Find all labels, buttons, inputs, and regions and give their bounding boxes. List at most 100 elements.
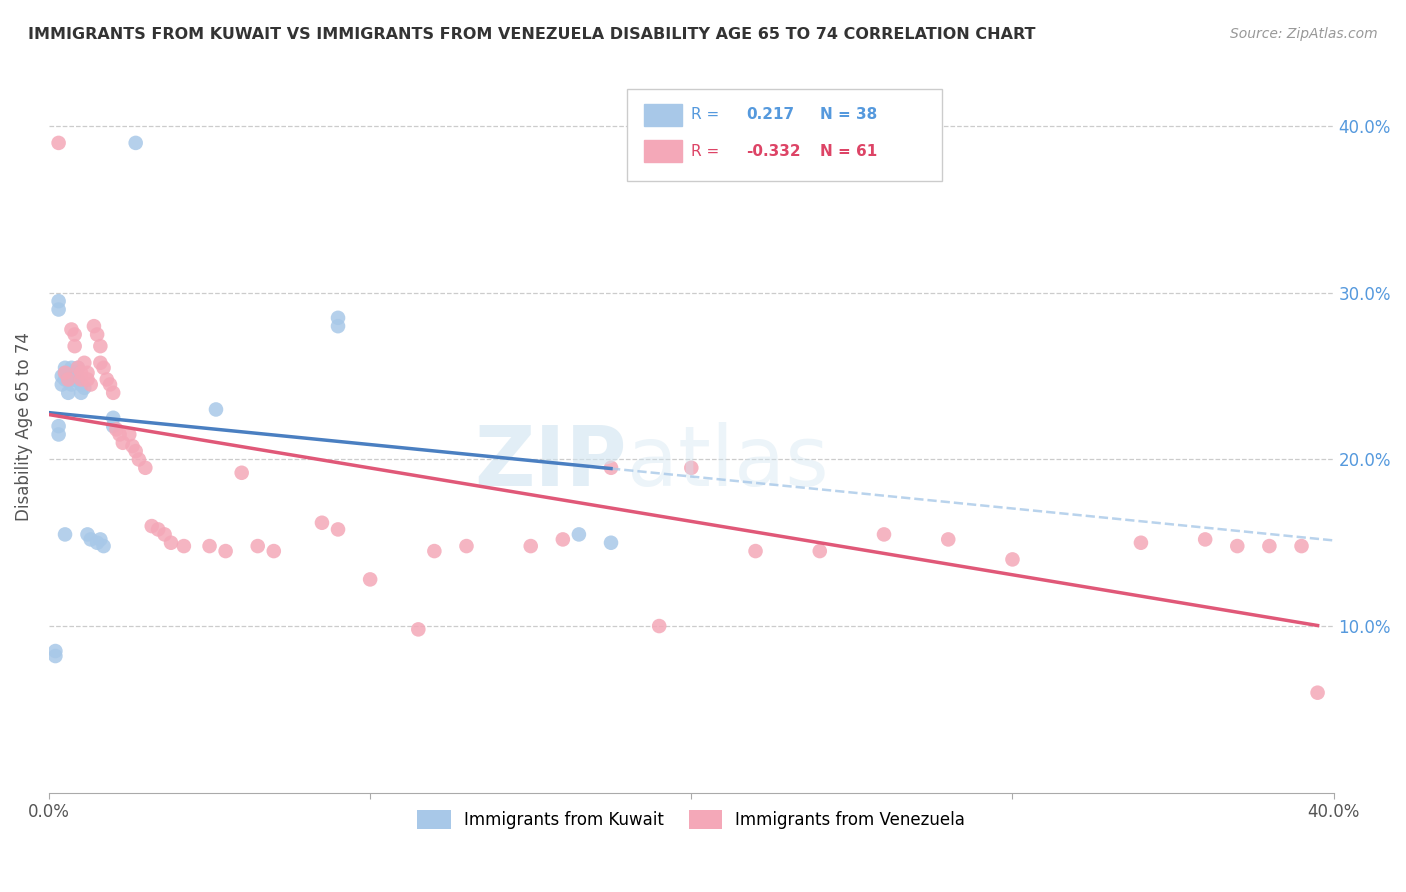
Point: [103, 410, 125, 425]
Point: [86, 535, 108, 549]
Point: [1306, 686, 1329, 700]
Point: [60, 322, 83, 336]
Point: [51, 377, 73, 392]
Point: [58, 372, 80, 386]
Point: [70, 385, 93, 400]
Text: IMMIGRANTS FROM KUWAIT VS IMMIGRANTS FROM VENEZUELA DISABILITY AGE 65 TO 74 CORR: IMMIGRANTS FROM KUWAIT VS IMMIGRANTS FRO…: [28, 27, 1036, 42]
Point: [80, 377, 103, 392]
Point: [146, 523, 169, 537]
Point: [198, 539, 221, 553]
Point: [73, 356, 96, 370]
Point: [160, 535, 183, 549]
Text: 0.217: 0.217: [747, 107, 794, 122]
Point: [936, 533, 959, 547]
Point: [359, 573, 381, 587]
Point: [66, 360, 89, 375]
Point: [214, 544, 236, 558]
Point: [44, 648, 66, 663]
Point: [60, 372, 83, 386]
Point: [103, 419, 125, 434]
Text: Source: ZipAtlas.com: Source: ZipAtlas.com: [1230, 27, 1378, 41]
Point: [89, 356, 111, 370]
Point: [53, 527, 76, 541]
Point: [551, 533, 574, 547]
Point: [108, 427, 131, 442]
Point: [456, 539, 478, 553]
Point: [125, 444, 148, 458]
Point: [58, 372, 80, 386]
Point: [103, 385, 125, 400]
Point: [173, 539, 195, 553]
Point: [63, 372, 86, 386]
Point: [263, 544, 285, 558]
Text: N = 61: N = 61: [820, 144, 877, 159]
Text: ZIP: ZIP: [475, 422, 627, 503]
Point: [66, 360, 89, 375]
Point: [141, 519, 163, 533]
Point: [326, 310, 349, 325]
Point: [246, 539, 269, 553]
Point: [60, 360, 83, 375]
Point: [70, 377, 93, 392]
Point: [744, 544, 766, 558]
Point: [48, 136, 70, 150]
Bar: [644, 103, 682, 126]
Point: [111, 435, 134, 450]
Point: [76, 527, 98, 541]
Point: [326, 319, 349, 334]
Point: [63, 366, 86, 380]
Point: [53, 366, 76, 380]
Point: [1258, 539, 1281, 553]
Point: [326, 523, 349, 537]
Bar: [644, 140, 682, 162]
FancyBboxPatch shape: [627, 89, 942, 180]
Point: [600, 535, 623, 549]
Point: [70, 372, 93, 386]
Point: [63, 327, 86, 342]
Point: [134, 460, 156, 475]
Point: [58, 366, 80, 380]
Point: [153, 527, 176, 541]
Point: [83, 319, 105, 334]
Point: [76, 366, 98, 380]
Point: [1194, 533, 1216, 547]
Text: N = 38: N = 38: [820, 107, 877, 122]
Point: [128, 452, 150, 467]
Point: [76, 372, 98, 386]
Text: R =: R =: [692, 144, 724, 159]
Point: [96, 372, 118, 386]
Point: [311, 516, 333, 530]
Point: [80, 533, 103, 547]
Point: [70, 366, 93, 380]
Point: [568, 527, 591, 541]
Point: [86, 327, 108, 342]
Point: [44, 644, 66, 658]
Point: [205, 402, 228, 417]
Point: [48, 419, 70, 434]
Point: [681, 460, 703, 475]
Point: [125, 136, 148, 150]
Point: [73, 381, 96, 395]
Point: [1001, 552, 1024, 566]
Point: [93, 539, 115, 553]
Point: [408, 623, 430, 637]
Point: [1129, 535, 1152, 549]
Point: [48, 294, 70, 309]
Point: [808, 544, 831, 558]
Point: [53, 360, 76, 375]
Point: [66, 372, 89, 386]
Point: [60, 377, 83, 392]
Point: [1291, 539, 1313, 553]
Point: [873, 527, 896, 541]
Point: [48, 427, 70, 442]
Point: [89, 339, 111, 353]
Point: [53, 366, 76, 380]
Point: [93, 360, 115, 375]
Legend: Immigrants from Kuwait, Immigrants from Venezuela: Immigrants from Kuwait, Immigrants from …: [411, 803, 972, 836]
Y-axis label: Disability Age 65 to 74: Disability Age 65 to 74: [15, 332, 32, 521]
Text: R =: R =: [692, 107, 724, 122]
Point: [63, 339, 86, 353]
Point: [519, 539, 541, 553]
Text: -0.332: -0.332: [747, 144, 801, 159]
Point: [105, 422, 128, 436]
